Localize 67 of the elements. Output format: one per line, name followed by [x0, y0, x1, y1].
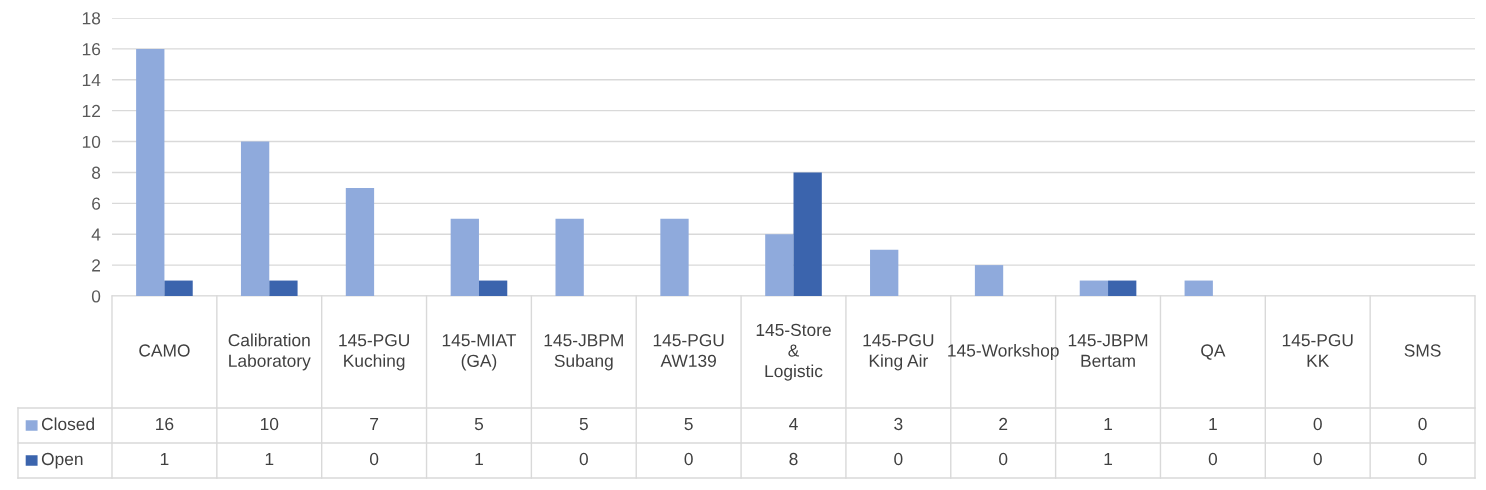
- data-label: 2: [999, 417, 1008, 430]
- bar: [478, 280, 508, 296]
- bar: [345, 187, 375, 296]
- x-tick-label: 145-Workshop: [948, 343, 1059, 361]
- bar: [136, 48, 165, 296]
- bar: [765, 234, 794, 296]
- bar: [1184, 280, 1213, 296]
- bar: [660, 218, 689, 296]
- data-label: 1: [475, 453, 483, 465]
- data-label: 3: [894, 417, 903, 431]
- data-label: 8: [789, 452, 798, 466]
- bar: [555, 218, 584, 296]
- bar: [1079, 280, 1109, 296]
- data-label: 0: [1313, 452, 1322, 466]
- y-tick-label: 10: [82, 135, 101, 149]
- data-label: 0: [1418, 417, 1427, 431]
- x-tick-label: 145-PGU King Air: [863, 334, 934, 371]
- data-label: 0: [1313, 417, 1322, 431]
- data-label: 1: [1104, 453, 1113, 465]
- data-label: 5: [684, 418, 693, 431]
- bar: [164, 280, 193, 296]
- bar: [240, 141, 270, 296]
- legend-label: Open: [41, 452, 83, 469]
- y-tick-label: 0: [91, 290, 101, 303]
- data-label: 16: [156, 417, 174, 431]
- x-tick-label: QA: [1201, 344, 1226, 360]
- y-tick-label: 8: [91, 166, 101, 179]
- data-label: 0: [999, 452, 1008, 466]
- x-tick-label: 145-Store & Logistic: [756, 323, 831, 381]
- y-tick-label: 12: [82, 104, 101, 117]
- data-label: 1: [1104, 418, 1113, 430]
- x-tick-label: 145-JBPM Bertam: [1068, 334, 1148, 367]
- bar: [870, 249, 899, 296]
- y-tick-label: 14: [82, 74, 101, 87]
- x-tick-label: 145-MIAT (GA): [442, 334, 517, 371]
- data-label: 1: [160, 453, 169, 465]
- data-label: 0: [369, 452, 379, 466]
- y-tick-label: 2: [92, 259, 101, 272]
- y-tick-label: 4: [91, 228, 101, 241]
- y-tick-label: 16: [82, 43, 101, 56]
- data-label: 0: [1208, 452, 1218, 466]
- x-tick-label: 145-PGU Kuching: [339, 334, 409, 371]
- y-tick-label: 6: [92, 197, 101, 210]
- data-label: 5: [579, 418, 588, 431]
- bar: [974, 265, 1004, 296]
- data-label: 0: [579, 452, 588, 466]
- data-label: 1: [1209, 418, 1217, 430]
- data-label: 1: [265, 453, 274, 465]
- data-label: 5: [474, 418, 484, 431]
- legend-label: Closed: [41, 417, 94, 431]
- x-tick-label: 145-JBPM Subang: [544, 334, 623, 371]
- bar: [1108, 280, 1137, 296]
- x-tick-label: SMS: [1404, 344, 1441, 357]
- data-label: 0: [1418, 452, 1427, 466]
- x-tick-label: Calibration Laboratory: [228, 333, 311, 371]
- data-label: 10: [260, 417, 279, 431]
- bar: [269, 280, 298, 296]
- x-tick-label: CAMO: [139, 344, 190, 357]
- data-label: 0: [894, 452, 903, 466]
- x-tick-label: 145-PGU AW139: [653, 334, 724, 367]
- x-tick-label: 145-PGU KK: [1282, 334, 1353, 367]
- y-tick-label: 18: [82, 12, 101, 25]
- bar: [450, 218, 479, 296]
- bar: [793, 172, 822, 296]
- data-label: 0: [684, 452, 693, 466]
- data-label: 4: [789, 418, 798, 430]
- data-label: 7: [370, 418, 379, 430]
